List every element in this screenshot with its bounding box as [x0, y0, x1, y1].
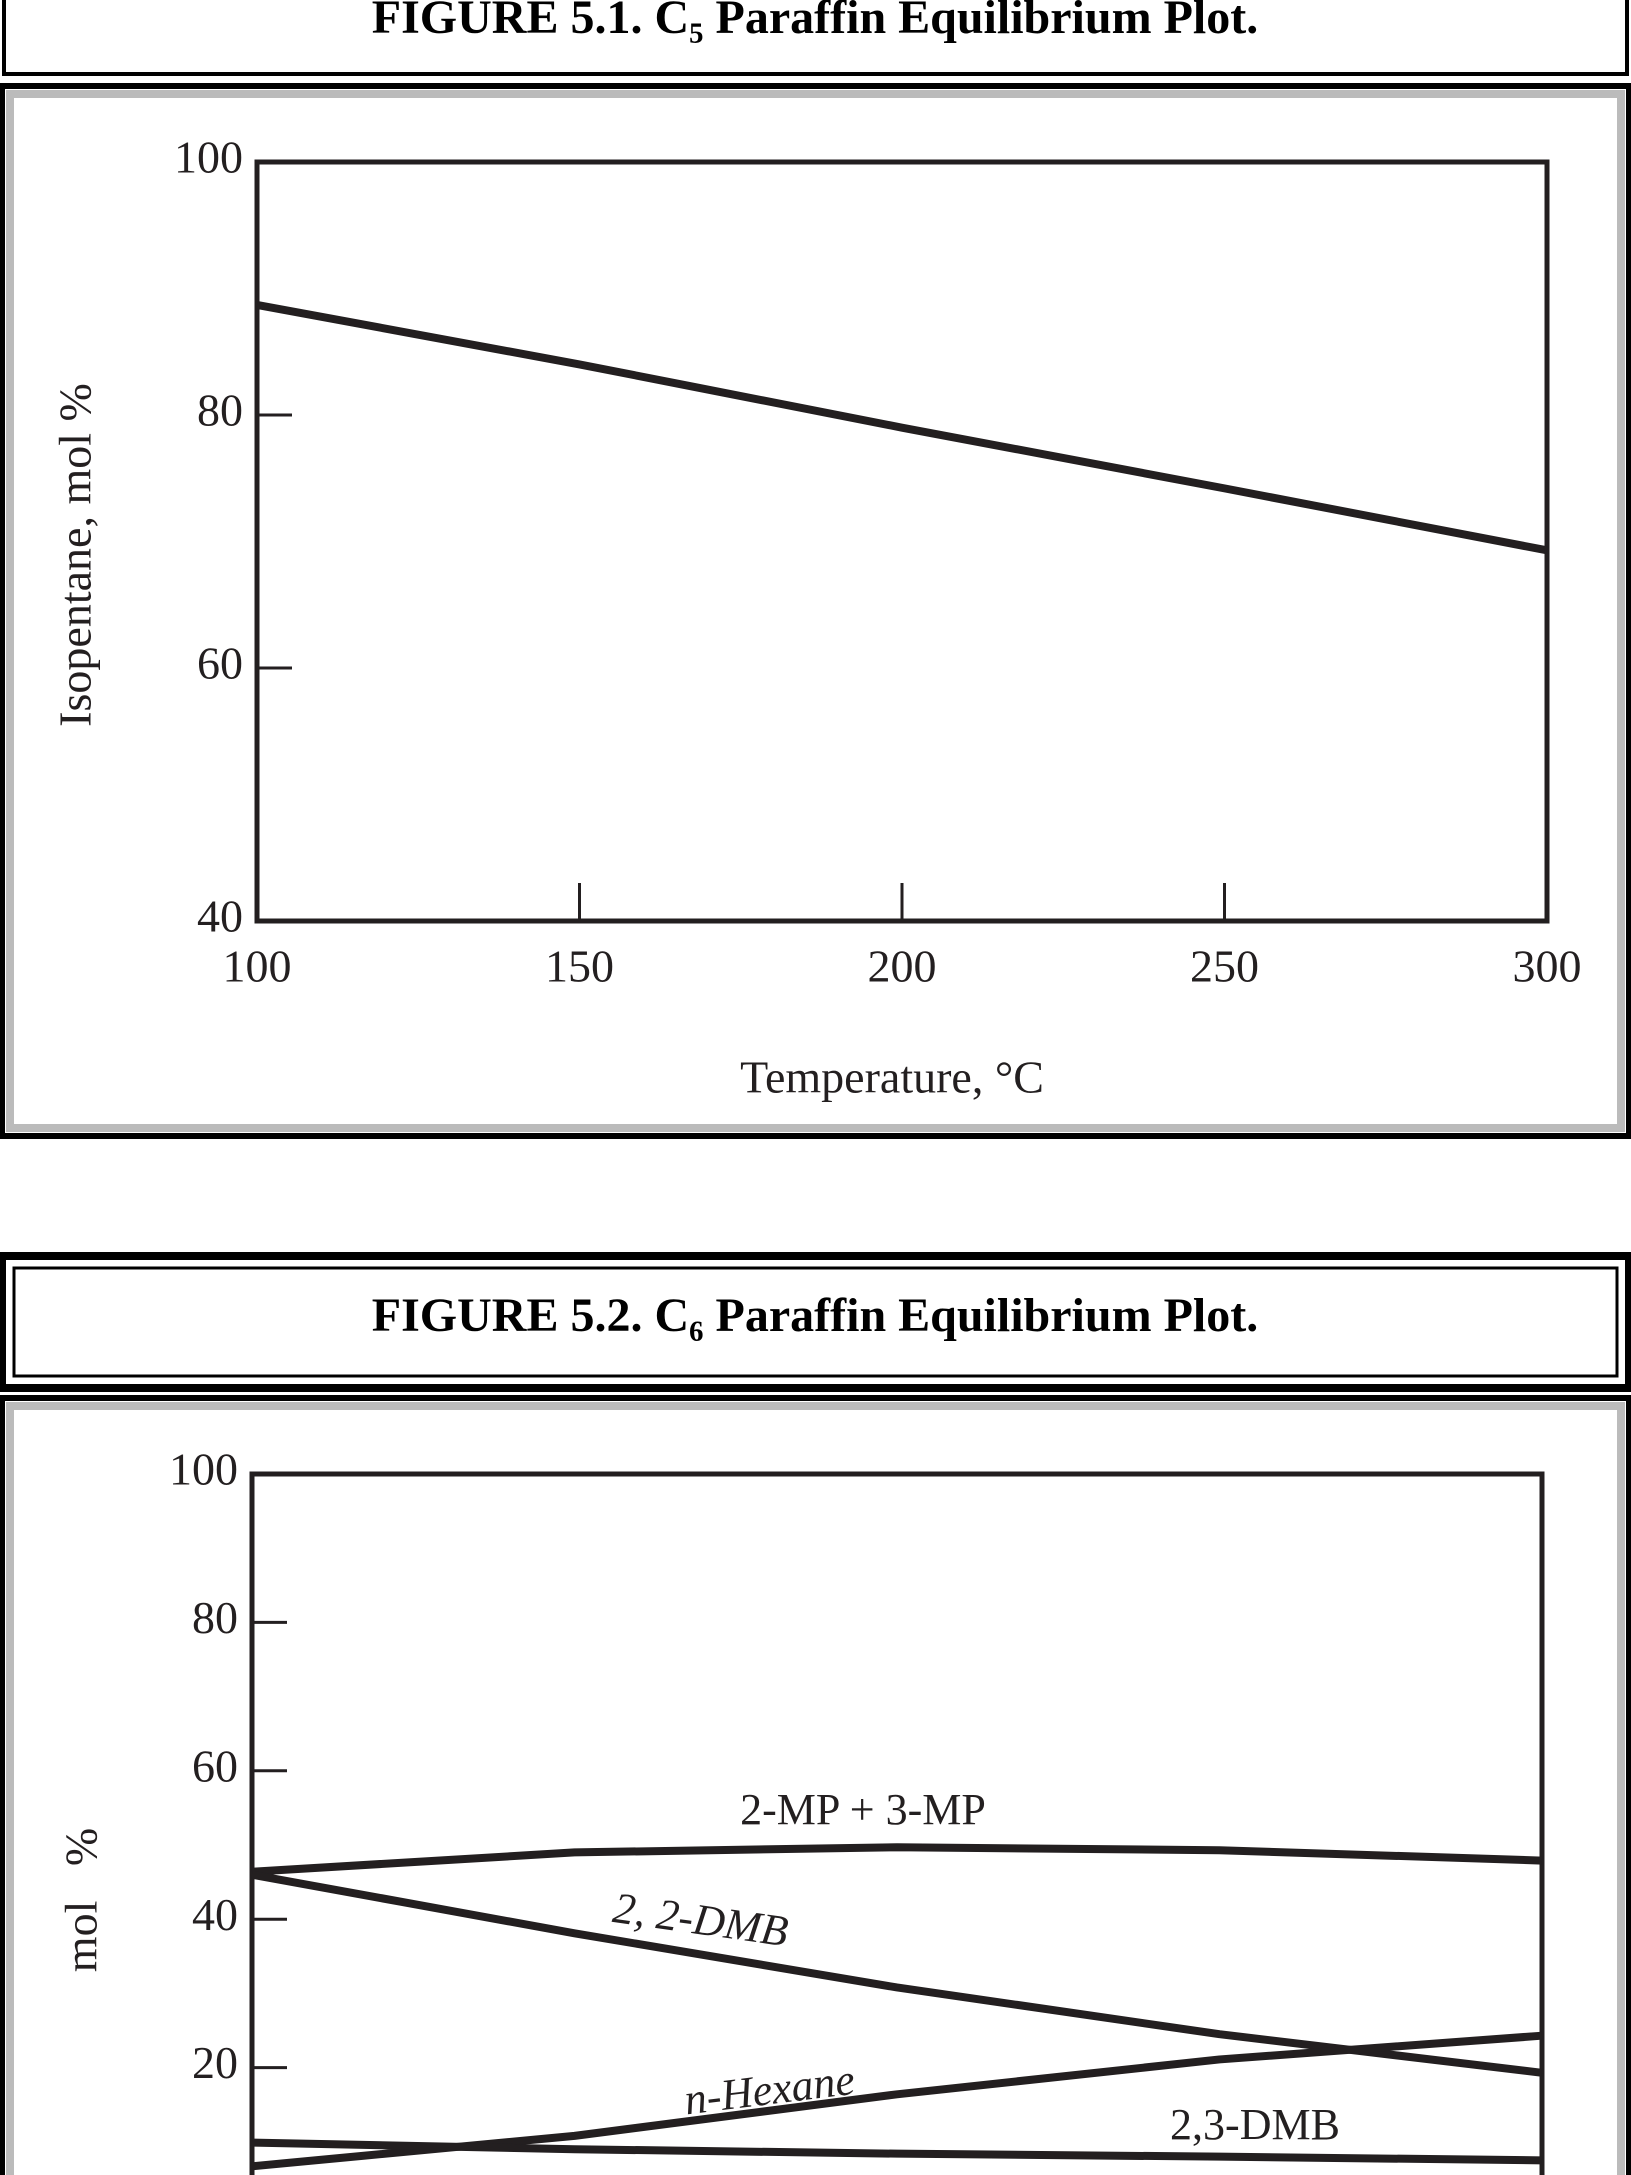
frame-shadow [6, 90, 1625, 1132]
y-axis-label: mol % [56, 1828, 107, 1972]
y-tick-label: 40 [197, 891, 243, 942]
chart-title: FIGURE 5.1. C₅ Paraffin Equilibrium Plot… [372, 0, 1258, 44]
x-tick-label: 250 [1190, 941, 1259, 992]
y-tick-label: 80 [197, 385, 243, 436]
data-line [251, 1870, 1543, 2077]
plot-frame [249, 1471, 1545, 2175]
y-tick-label: 80 [192, 1592, 238, 1643]
y-tick-label: 100 [169, 1444, 238, 1495]
figure-frame [0, 83, 1631, 1139]
chart-title: FIGURE 5.2. C₆ Paraffin Equilibrium Plot… [372, 1289, 1258, 1342]
frame-shadow [6, 1402, 1625, 2175]
plots: 40 60 80 100 100 150 200 250 300 Temperature, °C I… [50, 132, 1582, 2175]
x-axis-label: Temperature, °C [740, 1052, 1044, 1103]
x-tick-label: 300 [1513, 941, 1582, 992]
y-tick-label: 20 [192, 2037, 238, 2088]
title-box [0, 1252, 1631, 1392]
series-label: 2,3-DMB [1170, 2100, 1340, 2149]
series-label: 2-MP + 3-MP [740, 1785, 986, 1834]
y-axis-label: Isopentane, mol % [50, 383, 101, 727]
y-tick-label: 60 [197, 638, 243, 689]
y-tick-label: 60 [192, 1740, 238, 1791]
data-line [251, 1843, 1543, 1876]
x-tick-label: 200 [868, 941, 937, 992]
x-tick-label: 100 [223, 941, 292, 992]
x-tick-label: 150 [545, 941, 614, 992]
y-tick-label: 100 [174, 132, 243, 183]
y-tick-label: 40 [192, 1889, 238, 1940]
data-line [251, 2138, 1543, 2165]
title-box-inner [12, 1266, 1619, 1378]
data-line [256, 301, 1548, 555]
title-box [2, 0, 1629, 76]
